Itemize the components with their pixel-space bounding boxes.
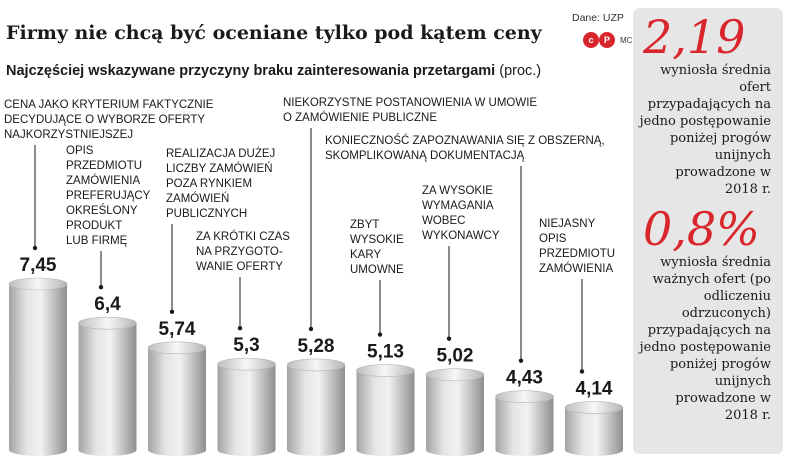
bar: [287, 364, 345, 456]
bar-cap: [147, 341, 207, 355]
data-label: 7,45: [20, 255, 57, 276]
leader-dot: [518, 358, 524, 363]
category-label: ZA WYSOKIE WYMAGANIA WOBEC WYKONAWCY: [422, 185, 500, 242]
category-label: ZA KRÓTKI CZAS NA PRZYGOTO-WANIE OFERTY: [196, 230, 290, 273]
bar-cap: [495, 390, 554, 403]
data-label: 5,28: [298, 336, 335, 357]
data-label: 4,14: [576, 378, 613, 399]
leader-dot: [98, 284, 104, 290]
bar: [495, 396, 554, 456]
subtitle-text: Najczęściej wskazywane przyczyny braku z…: [6, 63, 496, 79]
bar: [217, 364, 276, 456]
bars-layer: [8, 277, 624, 456]
publisher-logo-p: P: [599, 32, 615, 48]
category-label: ZBYT WYSOKIE KARY UMOWNE: [350, 219, 404, 276]
bar-chart: 7,45 CENA JAKO KRYTERIUM FAKTYCZNIE DECYDU…: [4, 97, 624, 456]
bar: [356, 370, 415, 456]
fact1-value: 2,19: [643, 10, 746, 64]
chart-title: Firmy nie chcą być oceniane tylko pod ką…: [6, 22, 542, 44]
leader-dot: [446, 336, 452, 341]
data-label: 5,13: [367, 342, 404, 363]
data-label: 5,02: [437, 346, 474, 367]
category-label: KONIECZNOŚĆ ZAPOZNAWANIA SIĘ Z OBSZERNĄ,…: [325, 134, 605, 162]
bar: [148, 347, 206, 456]
leader-dot: [32, 245, 38, 251]
leader-dot: [237, 326, 243, 331]
source-note: Dane: UZP: [572, 12, 624, 24]
leader-dot: [579, 369, 585, 374]
bar-cap: [78, 316, 137, 330]
subtitle-unit: (proc.): [499, 63, 542, 79]
bar-cap: [217, 357, 276, 371]
bar: [9, 284, 67, 456]
data-label: 6,4: [94, 294, 121, 315]
bar-cap: [356, 364, 415, 377]
bar: [426, 374, 484, 456]
facts-panel: 2,19 wyniosła średnia ofert przypadający…: [633, 8, 783, 454]
publisher-logo-c: c: [583, 32, 599, 48]
fact2-text: wyniosła średnia ważnych ofert (po odlic…: [639, 255, 771, 423]
bar-cap: [425, 368, 485, 381]
category-label: CENA JAKO KRYTERIUM FAKTYCZNIE DECYDUJĄCE…: [4, 99, 214, 141]
chart-subtitle: Najczęściej wskazywane przyczyny braku z…: [6, 63, 541, 79]
leader-dot: [169, 309, 175, 314]
category-label: OPIS PRZEDMIOTU ZAMÓWIENIA PREFERUJĄCY OKREŚ…: [66, 145, 151, 247]
leaders-layer: [32, 128, 585, 374]
leader-dot: [308, 326, 314, 332]
category-label: REALIZACJA DUŻEJ LICZBY ZAMÓWIEŃ POZA RYNK…: [166, 147, 275, 220]
category-label: NIEKORZYSTNE POSTANOWIENIA W UMOWIE O ZAM…: [283, 97, 537, 124]
fact1-text: wyniosła średnia ofert przypadających na…: [639, 63, 771, 197]
fact2-value: 0,8%: [643, 202, 760, 256]
data-label: 4,43: [506, 368, 543, 389]
leader-dot: [377, 332, 383, 337]
bar-cap: [564, 401, 624, 414]
category-label: NIEJASNY OPIS PRZEDMIOTU ZAMÓWIENIA: [539, 218, 615, 275]
author-initials: MC: [620, 36, 633, 45]
data-label: 5,3: [233, 335, 259, 356]
bar-cap: [8, 277, 68, 291]
data-label: 5,74: [159, 319, 196, 340]
labels-layer: 7,45 CENA JAKO KRYTERIUM FAKTYCZNIE DECYDU…: [4, 97, 615, 399]
bar-cap: [286, 358, 346, 372]
bar: [565, 407, 623, 456]
bar: [78, 323, 137, 456]
